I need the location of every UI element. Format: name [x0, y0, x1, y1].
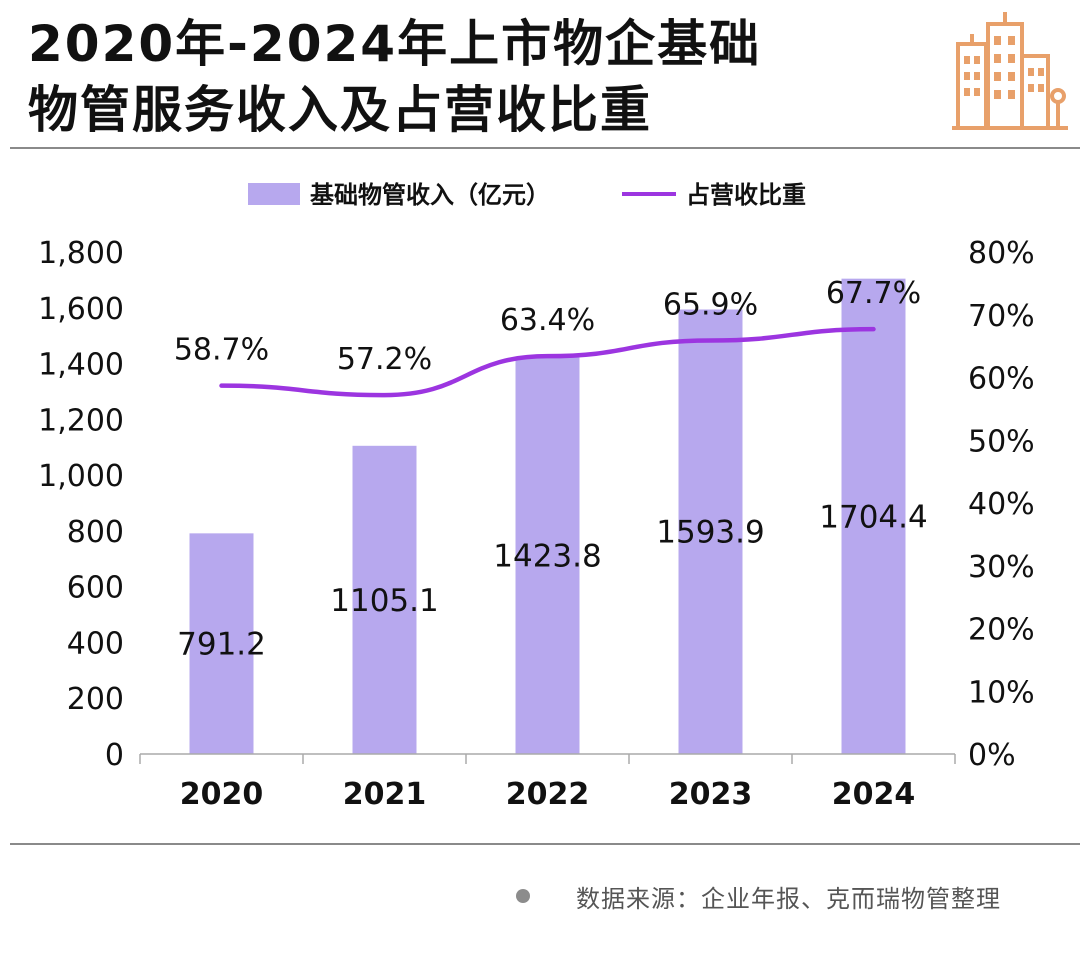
y-right-tick-label: 30% — [968, 550, 1035, 585]
y-right-tick-label: 70% — [968, 299, 1035, 334]
legend-swatch-bar — [248, 183, 300, 205]
y-right-tick-label: 80% — [968, 236, 1035, 271]
y-left-tick-label: 600 — [67, 571, 124, 606]
line-value-label: 58.7% — [174, 333, 269, 368]
bar-value-label: 791.2 — [177, 627, 266, 663]
x-tick-label: 2024 — [832, 777, 916, 812]
chart-title-line-1: 2020年-2024年上市物企基础 — [28, 15, 762, 73]
header-divider — [10, 147, 1080, 149]
building-logo-icon — [952, 12, 1068, 130]
bar-value-label: 1105.1 — [330, 583, 438, 619]
y-left-tick-label: 800 — [67, 515, 124, 550]
y-right-tick-label: 10% — [968, 675, 1035, 710]
bar-value-label: 1704.4 — [819, 499, 927, 535]
line-value-label: 67.7% — [826, 276, 921, 311]
y-left-tick-label: 200 — [67, 682, 124, 717]
y-left-tick-label: 400 — [67, 626, 124, 661]
legend-label-line: 占营收比重 — [686, 181, 806, 209]
footer-divider — [10, 843, 1080, 845]
y-right-tick-label: 50% — [968, 424, 1035, 459]
chart-title-line-2: 物管服务收入及占营收比重 — [28, 81, 652, 139]
line-series-share — [219, 326, 876, 398]
source-note: 数据来源：企业年报、克而瑞物管整理 — [516, 878, 1001, 914]
line-value-label: 65.9% — [663, 287, 758, 322]
y-right-tick-label: 0% — [968, 738, 1016, 773]
y-right-tick-label: 20% — [968, 613, 1035, 648]
x-tick-label: 2022 — [506, 777, 590, 812]
x-tick-label: 2021 — [343, 777, 427, 812]
line-value-label: 57.2% — [337, 342, 432, 377]
legend-label-bar: 基础物管收入（亿元） — [310, 181, 550, 209]
y-left-tick-label: 1,400 — [38, 348, 124, 383]
bar-value-label: 1423.8 — [493, 538, 601, 574]
bar-2024 — [841, 278, 906, 754]
bar-2022 — [515, 356, 580, 754]
x-tick-label: 2023 — [669, 777, 753, 812]
y-left-tick-label: 1,800 — [38, 236, 124, 271]
y-right-tick-label: 40% — [968, 487, 1035, 522]
y-left-tick-label: 1,200 — [38, 403, 124, 438]
y-right-tick-label: 60% — [968, 362, 1035, 397]
source-text: 数据来源：企业年报、克而瑞物管整理 — [576, 884, 1001, 913]
bar-value-label: 1593.9 — [656, 515, 764, 551]
y-left-tick-label: 1,000 — [38, 459, 124, 494]
y-left-tick-label: 1,600 — [38, 292, 124, 327]
bar-2021 — [352, 445, 417, 754]
x-tick-label: 2020 — [180, 777, 264, 812]
bullet-dot — [516, 889, 530, 903]
bar-2023 — [678, 309, 743, 754]
line-value-label: 63.4% — [500, 303, 595, 338]
bar-2020 — [189, 533, 254, 754]
y-left-tick-label: 0 — [105, 738, 124, 773]
